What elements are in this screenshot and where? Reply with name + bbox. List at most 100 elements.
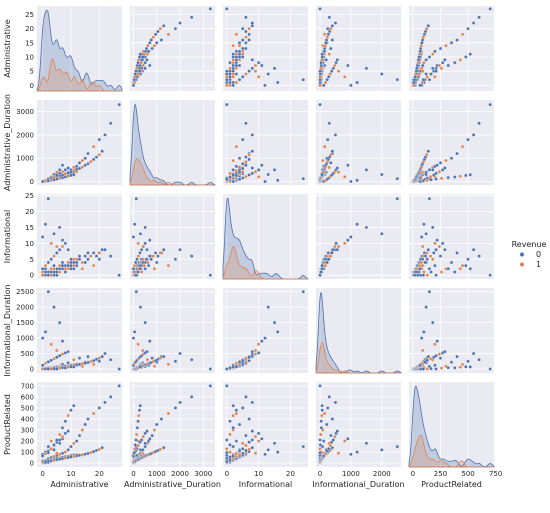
scatter-point — [276, 80, 280, 85]
scatter-point — [477, 254, 481, 258]
scatter-point — [318, 384, 322, 388]
scatter-point — [453, 270, 457, 274]
scatter-point — [319, 66, 323, 71]
scatter-point — [250, 400, 255, 405]
scatter-point — [60, 175, 65, 180]
scatter-point — [228, 366, 232, 370]
scatter-point — [244, 15, 248, 20]
y-tick-label: 0 — [30, 365, 34, 373]
scatter-point — [225, 69, 229, 73]
scatter-point — [225, 75, 229, 79]
scatter-point — [425, 75, 429, 79]
scatter-point — [72, 169, 76, 173]
x-tick-label: 0 — [411, 470, 415, 478]
scatter-point — [63, 351, 68, 355]
scatter-point — [228, 450, 232, 454]
scatter-point — [137, 55, 142, 59]
scatter-point — [225, 447, 229, 451]
scatter-point — [138, 232, 143, 236]
scatter-point — [132, 330, 137, 334]
scatter-point — [453, 60, 457, 65]
scatter-point — [189, 395, 194, 399]
scatter-point — [326, 75, 331, 79]
x-axis-label: Administrative — [50, 480, 108, 489]
scatter-point — [173, 406, 178, 410]
scatter-point — [424, 251, 429, 255]
scatter-point — [423, 260, 427, 265]
scatter-point — [342, 175, 347, 179]
legend-title: Revenue — [512, 240, 547, 249]
panel-ProductRelated-vs-Informational_Duration — [316, 382, 401, 467]
scatter-point — [446, 175, 450, 180]
scatter-point — [86, 151, 90, 156]
scatter-point — [336, 170, 341, 174]
x-tick-label: 2000 — [373, 470, 391, 478]
scatter-point — [364, 225, 369, 230]
y-tick-label: 400 — [21, 415, 34, 423]
scatter-point — [355, 178, 359, 183]
scatter-point — [131, 336, 136, 340]
scatter-point — [256, 351, 261, 355]
scatter-point — [464, 365, 468, 369]
scatter-point — [152, 428, 157, 432]
y-tick-label: 3000 — [16, 108, 34, 116]
scatter-point — [138, 251, 142, 255]
panel-Administrative-vs-Informational — [223, 6, 308, 91]
scatter-point — [414, 69, 419, 73]
scatter-point — [108, 395, 113, 399]
scatter-point — [453, 366, 457, 370]
y-tick-label: 0 — [30, 272, 34, 280]
y-tick-label: 2000 — [16, 131, 34, 139]
scatter-point — [117, 384, 121, 388]
scatter-point — [420, 257, 425, 262]
scatter-point — [135, 426, 140, 430]
scatter-point — [189, 15, 194, 20]
scatter-point — [231, 168, 235, 172]
scatter-point — [320, 403, 324, 408]
scatter-point — [52, 263, 56, 268]
scatter-point — [108, 121, 113, 126]
scatter-point — [234, 408, 239, 412]
scatter-point — [471, 351, 476, 356]
x-tick-label: 2000 — [171, 470, 189, 478]
scatter-point — [74, 260, 79, 265]
scatter-point — [108, 254, 113, 258]
scatter-point — [429, 270, 433, 274]
scatter-point — [63, 168, 68, 172]
scatter-point — [331, 438, 336, 442]
scatter-point — [138, 267, 142, 271]
scatter-point — [228, 419, 232, 423]
scatter-point — [420, 263, 424, 268]
scatter-point — [117, 367, 121, 371]
scatter-point — [43, 361, 48, 366]
scatter-point — [150, 433, 154, 438]
scatter-point — [40, 267, 45, 271]
scatter-point — [336, 69, 341, 73]
scatter-point — [326, 257, 331, 262]
scatter-point — [318, 447, 322, 451]
panel-Administrative-vs-ProductRelated — [409, 6, 494, 91]
scatter-point — [440, 168, 445, 172]
scatter-point — [63, 172, 68, 176]
y-tick-label: 200 — [21, 438, 34, 446]
scatter-point — [148, 254, 152, 258]
scatter-point — [434, 69, 438, 73]
scatter-point — [234, 63, 239, 68]
scatter-point — [57, 247, 62, 252]
scatter-point — [253, 434, 258, 439]
scatter-point — [395, 77, 400, 82]
scatter-point — [438, 254, 443, 258]
scatter-point — [427, 77, 432, 82]
scatter-point — [460, 32, 465, 37]
panel-Informational_Duration-vs-Informational — [223, 288, 308, 373]
scatter-point — [346, 238, 350, 242]
scatter-point — [424, 58, 428, 62]
scatter-point — [69, 263, 73, 268]
scatter-point — [49, 447, 53, 451]
scatter-point — [458, 365, 463, 369]
panel-ProductRelated-vs-ProductRelated — [408, 382, 495, 468]
x-tick-label: 1000 — [342, 470, 360, 478]
scatter-point — [208, 367, 213, 371]
scatter-point — [349, 83, 353, 88]
kde-revenue-1 — [129, 158, 215, 186]
